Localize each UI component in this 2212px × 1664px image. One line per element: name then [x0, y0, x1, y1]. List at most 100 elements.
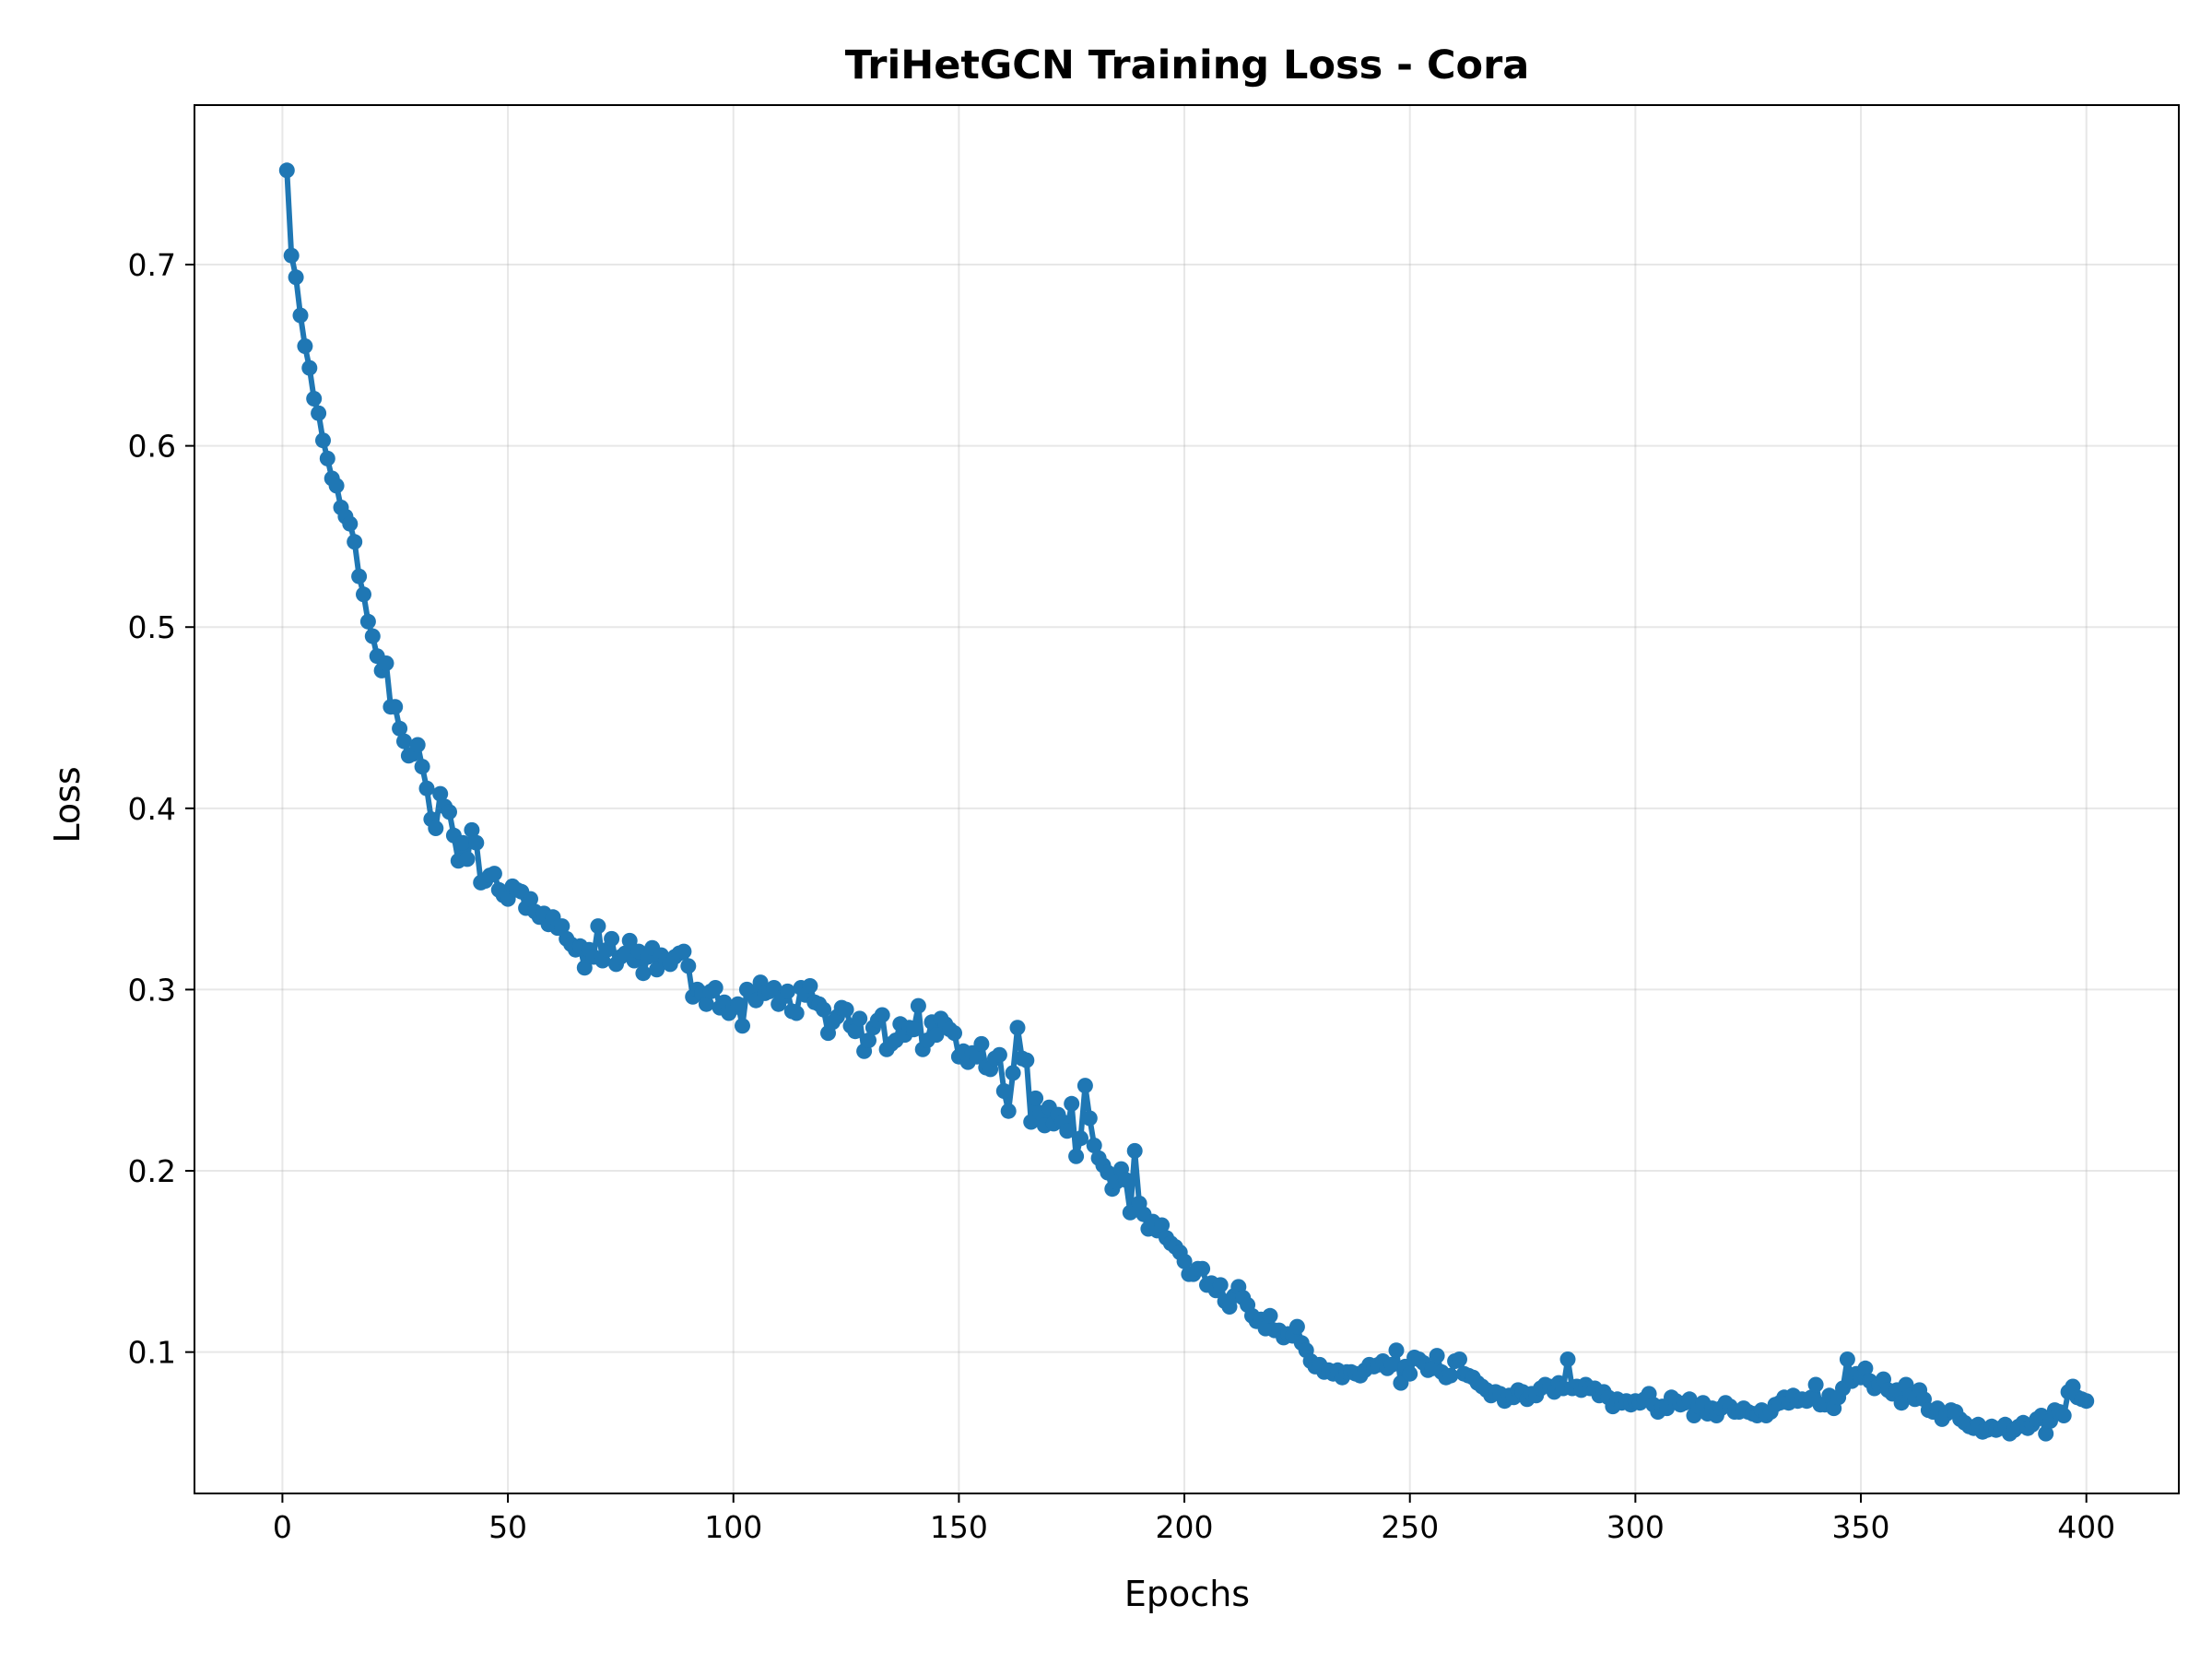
data-point [418, 780, 435, 797]
y-tick-label: 0.4 [128, 791, 176, 827]
data-point [847, 1023, 864, 1040]
data-point [328, 478, 345, 494]
data-series [278, 162, 2095, 1442]
data-point [906, 1021, 922, 1038]
data-point [910, 997, 926, 1014]
data-point [707, 980, 724, 996]
data-point [1126, 1142, 1143, 1159]
data-point [1559, 1351, 1576, 1367]
data-point [1442, 1367, 1459, 1384]
data-point [969, 1048, 985, 1065]
data-point [378, 655, 394, 671]
data-point [292, 307, 309, 324]
axis-ticks: 0 50 100 150 200 250 300 350 400 0.1 0.2 0.3 0.4 0.5 0… [128, 247, 2116, 1545]
data-point [788, 1005, 805, 1021]
plot-frame [194, 104, 2180, 1494]
y-axis-label: Loss [47, 766, 88, 843]
y-tick-label: 0.3 [128, 972, 176, 1008]
data-point [1077, 1078, 1093, 1094]
data-point [356, 586, 371, 603]
chart-title: TriHetGCN Training Loss - Cora [845, 42, 1530, 89]
data-point [1117, 1172, 1134, 1188]
data-point [604, 930, 620, 947]
data-point [364, 628, 381, 644]
y-tick-label: 0.1 [128, 1335, 176, 1371]
data-point [1194, 1260, 1211, 1277]
data-point [441, 804, 457, 820]
data-point [2055, 1408, 2072, 1423]
data-point [621, 932, 638, 949]
data-point [1154, 1217, 1171, 1233]
data-point [392, 720, 408, 737]
data-point [278, 162, 295, 179]
y-tick-label: 0.7 [128, 247, 176, 283]
data-point [928, 1027, 945, 1044]
data-point [468, 834, 485, 851]
data-point [852, 1010, 868, 1027]
data-point [409, 737, 426, 753]
x-tick-label: 100 [704, 1509, 762, 1545]
data-point [2038, 1425, 2054, 1442]
data-point [1028, 1090, 1044, 1106]
data-point [459, 851, 476, 867]
x-tick-label: 150 [930, 1509, 988, 1545]
data-point [387, 699, 404, 715]
data-point [359, 613, 376, 630]
data-point [486, 866, 502, 882]
data-point [1452, 1351, 1467, 1367]
data-point [414, 759, 430, 775]
data-point [730, 996, 747, 1012]
data-point [1212, 1277, 1229, 1293]
data-point [1288, 1318, 1305, 1335]
data-point [816, 1001, 832, 1018]
data-point [874, 1007, 890, 1023]
data-point [342, 515, 359, 532]
x-tick-label: 350 [1832, 1509, 1890, 1545]
data-point [396, 733, 412, 749]
data-point [347, 534, 363, 550]
data-point [1000, 1103, 1017, 1119]
data-point [454, 834, 471, 851]
data-point [635, 965, 652, 982]
data-point [1073, 1130, 1088, 1147]
data-point [1086, 1138, 1102, 1153]
data-point [1383, 1356, 1400, 1373]
data-point [1839, 1351, 1855, 1367]
data-point [1402, 1365, 1418, 1382]
data-point [1005, 1065, 1021, 1081]
data-point [523, 891, 538, 907]
data-point [973, 1035, 990, 1052]
data-point [1807, 1376, 1824, 1393]
data-point [2078, 1393, 2095, 1410]
data-point [838, 1001, 854, 1018]
data-point [1059, 1123, 1076, 1139]
data-point [676, 943, 692, 960]
x-tick-label: 300 [1606, 1509, 1665, 1545]
y-tick-label: 0.6 [128, 429, 176, 465]
x-tick-label: 0 [273, 1509, 292, 1545]
data-point [311, 405, 327, 421]
data-point [576, 960, 593, 976]
data-point [995, 1083, 1012, 1099]
x-tick-label: 250 [1381, 1509, 1439, 1545]
data-point [947, 1025, 962, 1042]
y-tick-label: 0.2 [128, 1153, 176, 1189]
data-point [1429, 1348, 1445, 1364]
data-point [780, 983, 795, 999]
data-point [1176, 1253, 1193, 1269]
data-point [464, 821, 480, 838]
y-tick-label: 0.5 [128, 609, 176, 645]
x-tick-label: 200 [1156, 1509, 1214, 1545]
data-point [1009, 1020, 1026, 1036]
data-point [1081, 1110, 1098, 1127]
data-point [698, 996, 714, 1012]
data-point [288, 269, 304, 286]
data-point [319, 450, 335, 466]
data-point [432, 785, 449, 802]
data-point [680, 958, 697, 974]
data-point [1064, 1095, 1080, 1112]
data-point [1857, 1360, 1874, 1376]
